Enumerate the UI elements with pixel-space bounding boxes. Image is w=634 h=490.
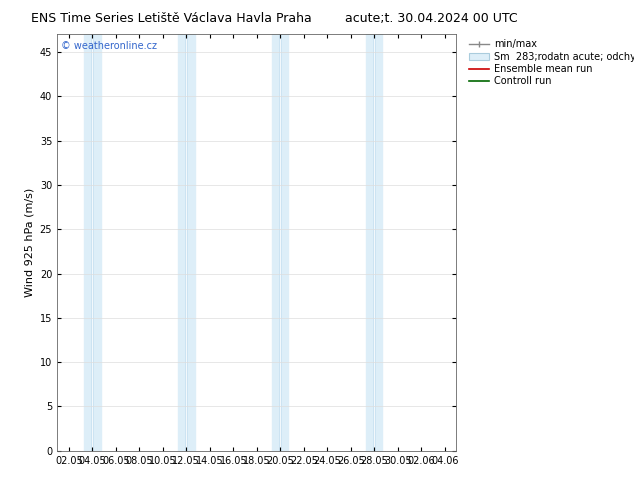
Bar: [84, 34, 91, 451]
Y-axis label: Wind 925 hPa (m/s): Wind 925 hPa (m/s): [24, 188, 34, 297]
Bar: [178, 34, 185, 451]
Bar: [188, 34, 195, 451]
Bar: [375, 34, 382, 451]
Text: © weatheronline.cz: © weatheronline.cz: [61, 41, 157, 50]
Bar: [281, 34, 288, 451]
Text: acute;t. 30.04.2024 00 UTC: acute;t. 30.04.2024 00 UTC: [345, 12, 517, 25]
Bar: [366, 34, 373, 451]
Bar: [272, 34, 279, 451]
Text: ENS Time Series Letiště Václava Havla Praha: ENS Time Series Letiště Václava Havla Pr…: [31, 12, 311, 25]
Bar: [93, 34, 101, 451]
Legend: min/max, Sm  283;rodatn acute; odchylka, Ensemble mean run, Controll run: min/max, Sm 283;rodatn acute; odchylka, …: [469, 39, 634, 86]
